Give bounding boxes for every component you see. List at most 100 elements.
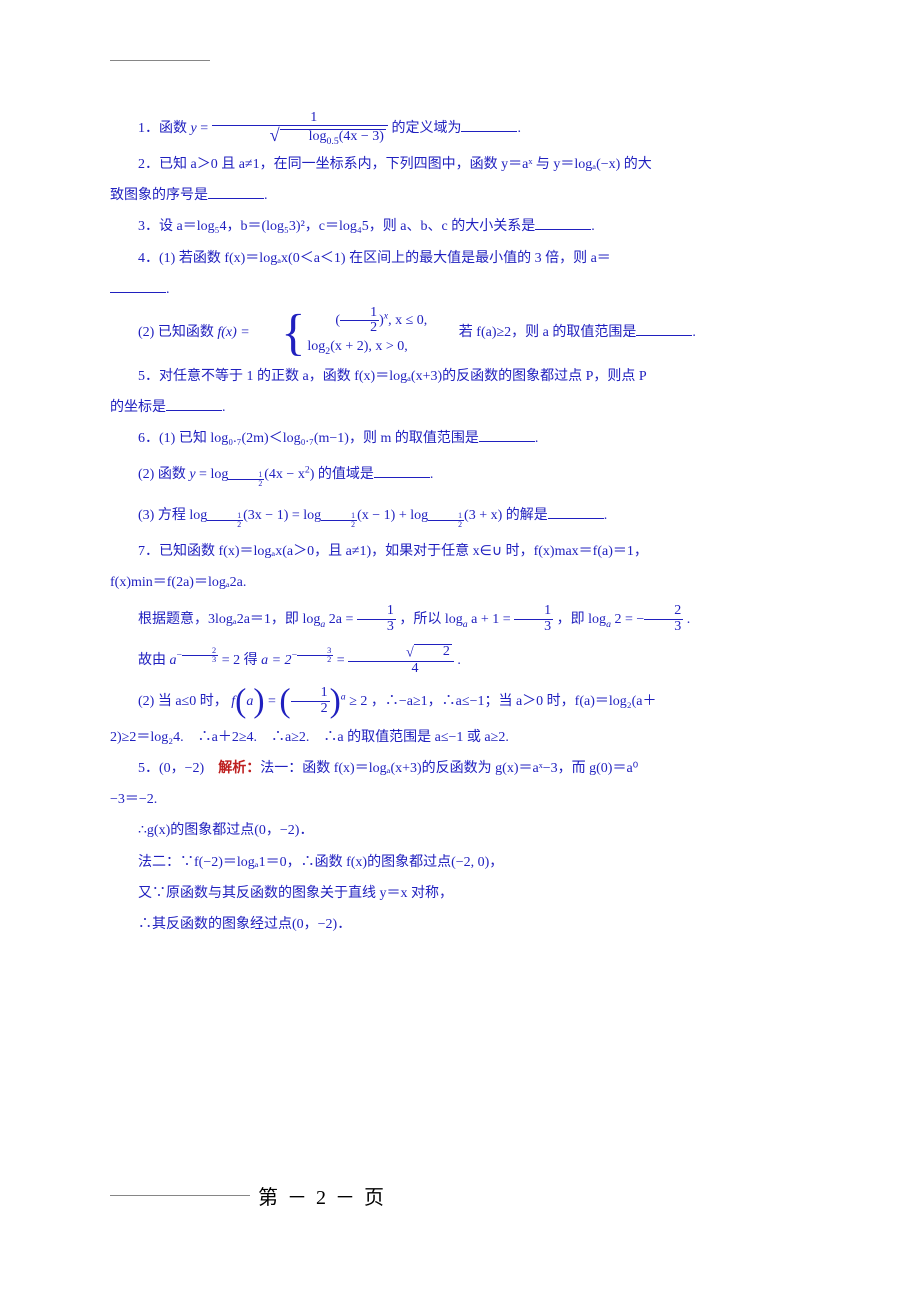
q6-3-t1-fn: log xyxy=(189,508,207,523)
question-1: 1．函数 y = 1 √ log0.5(4x − 3) 的定义域为. xyxy=(110,109,810,148)
s4-2a-pre: (2) 当 a≤0 时， xyxy=(138,694,228,709)
s7d-expA-d: 3 xyxy=(182,656,218,665)
s4-2a-mid: ，∴−a≥1，∴a≤−1；当 a＞0 时，f(a)＝log₂(a＋ xyxy=(371,694,657,709)
question-6-2: (2) 函数 y = log12(4x − x2) 的值域是. xyxy=(110,455,810,494)
q4-2-piecewise: { (12)x, x ≤ 0, log2(x + 2), x > 0, xyxy=(253,306,427,360)
q5-prefix: 的坐标是 xyxy=(110,400,166,415)
q6-2-base-d: 2 xyxy=(228,480,264,488)
q6-1-text: 6．(1) 已知 log₀.₇(2m)＜log₀.₇(m−1)，则 m 的取值范… xyxy=(138,431,479,446)
question-3: 3．设 a＝log₅4，b＝(log₅3)²，c＝log₄5，则 a、b、c 的… xyxy=(110,212,810,241)
footer-divider xyxy=(110,1195,250,1196)
q6-3-t3-arg: (3 + x) xyxy=(464,508,502,523)
q6-3-t1-bd: 2 xyxy=(207,521,243,529)
q4-2-blank xyxy=(636,321,692,336)
q4-2-p1-tail: , x ≤ 0, xyxy=(388,313,427,328)
q3-period: . xyxy=(591,219,595,234)
q6-3-t2-arg: (x − 1) xyxy=(357,508,395,523)
q6-3-eq: = xyxy=(292,508,303,523)
s7c-eq3-l: log xyxy=(588,612,606,627)
s4-2a-fd: 2 xyxy=(291,702,330,717)
s4-2a-exp: a xyxy=(341,691,346,702)
q2-period: . xyxy=(264,188,268,203)
q3-text: 3．设 a＝log₅4，b＝(log₅3)²，c＝log₄5，则 a、b、c 的… xyxy=(138,219,535,234)
q4-2-p2-log: log xyxy=(307,339,325,354)
q1-log-base: 0.5 xyxy=(327,135,339,146)
q1-prefix: 1．函数 xyxy=(138,121,191,136)
q4-2-p2-arg: (x + 2), x > 0, xyxy=(330,339,408,354)
s7c-eq1-rd: 3 xyxy=(357,620,396,635)
q6-2-blank xyxy=(374,463,430,478)
question-5-line2: 的坐标是. xyxy=(110,393,810,422)
s7d-eq2: = xyxy=(337,653,348,668)
s7d-mid: 得 xyxy=(244,653,262,668)
solution-5-d: 法二：∵f(−2)＝logₐ1＝0，∴函数 f(x)的图象都过点(−2, 0)， xyxy=(110,848,810,877)
s7d-end: . xyxy=(457,653,461,668)
s7c-mid2: ，即 xyxy=(557,612,589,627)
q1-eq: = xyxy=(197,121,212,136)
s7c-eq1-l: log xyxy=(302,612,320,627)
s7c-eq2-rd: 3 xyxy=(514,620,553,635)
s7c-mid1: ，所以 xyxy=(399,612,445,627)
question-5-line1: 5．对任意不等于 1 的正数 a，函数 f(x)＝logₐ(x+3)的反函数的图… xyxy=(110,362,810,391)
q6-2-fn: log xyxy=(210,467,228,482)
s4-2a-fn: 1 xyxy=(291,686,330,702)
q6-3-t1-arg: (3x − 1) xyxy=(243,508,288,523)
q4-2-end: . xyxy=(692,325,696,340)
solution-5-b: −3＝−2. xyxy=(110,785,810,814)
s7c-eq3-arg: 2 xyxy=(611,612,622,627)
q4-2-p1-n: 1 xyxy=(340,306,379,322)
q4-1-blank xyxy=(110,278,166,293)
q4-2-prefix: (2) 已知函数 xyxy=(138,325,217,340)
q2-line2-prefix: 致图象的序号是 xyxy=(110,188,208,203)
s7c-eq3-eq: = − xyxy=(621,612,644,627)
s7c-pre: 根据题意，3logₐ2a＝1，即 xyxy=(138,612,302,627)
q1-period: . xyxy=(517,121,521,136)
s7c-eq2-rn: 1 xyxy=(514,604,553,620)
q4-2-piece1: (12)x, x ≤ 0, xyxy=(335,313,427,328)
q1-fraction: 1 √ log0.5(4x − 3) xyxy=(212,111,388,147)
s7d-eq1: = 2 xyxy=(222,653,240,668)
q6-3-suffix: 的解是 xyxy=(506,508,548,523)
question-7-b: f(x)min＝f(2a)＝logₐ2a. xyxy=(110,568,810,597)
question-7-a: 7．已知函数 f(x)＝logₐx(a＞0，且 a≠1)，如果对于任意 x∈∪ … xyxy=(110,537,810,566)
solution-4-2-a: (2) 当 a≤0 时， f(a) = (12)a ≥ 2 ，∴−a≥1，∴a≤… xyxy=(110,682,810,721)
solution-7-c: 根据题意，3logₐ2a＝1，即 loga 2a = 13 ，所以 loga a… xyxy=(110,600,810,639)
s7c-eq3-rd: 3 xyxy=(644,620,683,635)
q1-log: log xyxy=(309,129,327,144)
s7d-rd: 4 xyxy=(348,662,454,677)
s7c-eq2-l: log xyxy=(445,612,463,627)
question-6-1: 6．(1) 已知 log₀.₇(2m)＜log₀.₇(m−1)，则 m 的取值范… xyxy=(110,424,810,453)
solution-7-d: 故由 a−23 = 2 得 a = 2−32 = √24 . xyxy=(110,641,810,680)
s7c-eq1-eq: = xyxy=(342,612,357,627)
s4-2a-eq: = xyxy=(268,694,279,709)
s5a-body: 法一：函数 f(x)＝logₐ(x+3)的反函数为 g(x)＝aˣ−3，而 g(… xyxy=(260,761,638,776)
solution-5-f: ∴其反函数的图象经过点(0，−2)． xyxy=(110,910,810,939)
q6-3-end: . xyxy=(604,508,608,523)
q1-log-arg: (4x − 3) xyxy=(339,129,384,144)
q5-blank xyxy=(166,396,222,411)
s5a-label: 解析： xyxy=(218,761,260,776)
q6-3-blank xyxy=(548,504,604,519)
q6-3-prefix: (3) 方程 xyxy=(138,508,189,523)
q6-3-t2-bd: 2 xyxy=(321,521,357,529)
solution-5-c: ∴g(x)的图象都过点(0，−2)． xyxy=(110,816,810,845)
s7c-end: . xyxy=(687,612,691,627)
q6-3-t3-fn: log xyxy=(410,508,428,523)
page-footer: 第 － 2 － 页 xyxy=(110,1181,810,1210)
q6-3-t2-fn: log xyxy=(303,508,321,523)
question-6-3: (3) 方程 log12(3x − 1) = log12(x − 1) + lo… xyxy=(110,496,810,535)
s7d-a2: a = 2 xyxy=(261,653,291,668)
q6-2-eq: = xyxy=(196,467,211,482)
q6-2-prefix: (2) 函数 xyxy=(138,467,189,482)
s7c-eq3-rn: 2 xyxy=(644,604,683,620)
s5a-pre: 5．(0，−2) xyxy=(138,761,218,776)
q6-2-arg: (4x − x xyxy=(264,467,305,482)
solution-5-a: 5．(0，−2) 解析：法一：函数 f(x)＝logₐ(x+3)的反函数为 g(… xyxy=(110,754,810,783)
q6-3-plus: + xyxy=(399,508,410,523)
question-4-2: (2) 已知函数 f(x) = { (12)x, x ≤ 0, log2(x +… xyxy=(110,306,810,360)
q1-denominator: √ log0.5(4x − 3) xyxy=(212,126,388,146)
top-divider xyxy=(110,60,210,61)
question-4-1-line2: . xyxy=(110,275,810,304)
s7d-a: a xyxy=(170,653,177,668)
question-2-line2: 致图象的序号是. xyxy=(110,181,810,210)
